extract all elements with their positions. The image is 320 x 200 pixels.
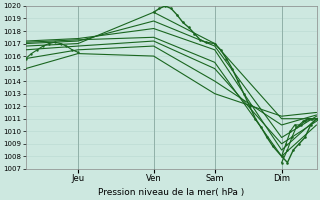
Point <box>157 7 162 10</box>
Point <box>259 126 264 129</box>
Point <box>151 11 156 14</box>
Point <box>64 44 69 48</box>
Point <box>180 21 185 24</box>
Point <box>41 44 46 48</box>
Point <box>285 161 290 164</box>
Point <box>279 161 284 164</box>
Point <box>310 117 315 120</box>
Point <box>70 48 75 51</box>
Point <box>224 57 229 60</box>
Point <box>292 123 297 127</box>
Point <box>297 123 302 127</box>
Point <box>284 142 289 145</box>
Point <box>253 117 258 120</box>
Point <box>302 136 308 139</box>
Point <box>265 136 270 139</box>
Point <box>247 105 252 108</box>
Point <box>298 123 303 127</box>
Point <box>297 142 302 145</box>
Point <box>270 145 276 148</box>
Point <box>279 155 284 158</box>
Point <box>308 117 313 120</box>
Point <box>163 4 168 8</box>
Point <box>23 57 28 60</box>
Point <box>305 117 310 120</box>
Point <box>218 48 223 51</box>
Point <box>198 38 203 41</box>
Point <box>241 92 246 95</box>
Point <box>186 26 191 29</box>
Point <box>291 148 296 152</box>
Point <box>169 7 174 10</box>
Point <box>279 155 284 158</box>
Point <box>46 42 52 45</box>
Point <box>212 42 217 45</box>
Point <box>288 130 293 133</box>
Point <box>314 117 319 120</box>
Point <box>285 148 290 152</box>
Point <box>294 126 299 129</box>
Point <box>192 32 197 35</box>
Point <box>308 123 313 127</box>
Point <box>29 52 34 55</box>
Point <box>204 41 209 44</box>
Point <box>174 13 180 16</box>
Point <box>314 117 319 120</box>
Point <box>289 136 294 139</box>
X-axis label: Pression niveau de la mer( hPa ): Pression niveau de la mer( hPa ) <box>98 188 244 197</box>
Point <box>76 51 81 54</box>
Point <box>35 48 40 51</box>
Point <box>314 117 319 120</box>
Point <box>58 42 63 45</box>
Point <box>302 120 308 123</box>
Point <box>301 120 306 123</box>
Point <box>236 80 241 83</box>
Point <box>230 67 235 70</box>
Point <box>52 41 57 44</box>
